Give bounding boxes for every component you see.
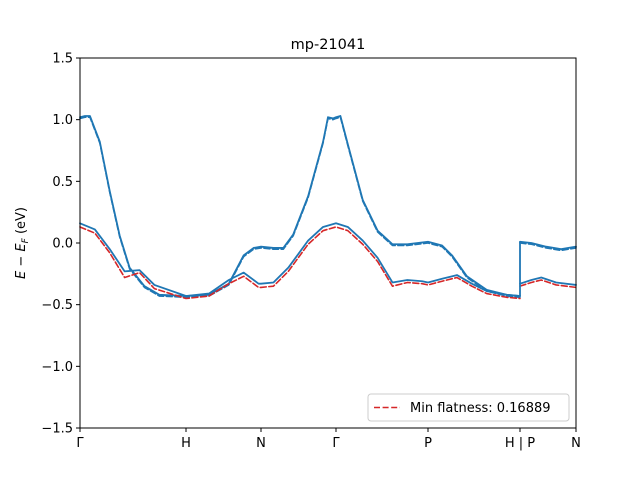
band-line <box>519 242 577 252</box>
y-axis-label: E − EF (eV) <box>14 207 31 279</box>
band-line <box>519 276 577 286</box>
y-axis: −1.5 −1.0 −0.5 0.0 0.5 1.0 1.5 <box>41 52 80 437</box>
legend-box <box>367 393 570 422</box>
x-tick-label: N <box>256 436 266 451</box>
x-tick-label: P <box>424 436 432 451</box>
x-tick-label: Γ <box>76 436 84 451</box>
y-tick-label: −1.0 <box>41 360 73 375</box>
band-line <box>79 222 521 297</box>
plot-area <box>79 57 577 429</box>
band-line <box>519 279 577 289</box>
legend-entry: Min flatness: 0.16889 <box>410 401 551 416</box>
y-tick-label: −0.5 <box>41 298 73 313</box>
x-tick-label: N <box>571 436 581 451</box>
chart-title: mp-21041 <box>291 37 366 53</box>
y-tick-label: 1.5 <box>52 52 73 67</box>
series-layer <box>79 115 577 300</box>
band-line <box>79 116 521 299</box>
legend: Min flatness: 0.16889 <box>367 393 570 422</box>
y-tick-label: 0.5 <box>52 175 73 190</box>
x-tick-label: H | P <box>505 436 535 451</box>
x-tick-label: H <box>181 436 191 451</box>
x-axis: Γ H N Γ P H | P N <box>76 428 581 451</box>
flat-band-line <box>79 226 521 300</box>
band-line <box>519 240 577 251</box>
x-tick-label: Γ <box>332 436 340 451</box>
y-tick-label: 0.0 <box>52 237 73 252</box>
y-tick-label: −1.5 <box>41 422 73 437</box>
y-tick-label: 1.0 <box>52 113 73 128</box>
